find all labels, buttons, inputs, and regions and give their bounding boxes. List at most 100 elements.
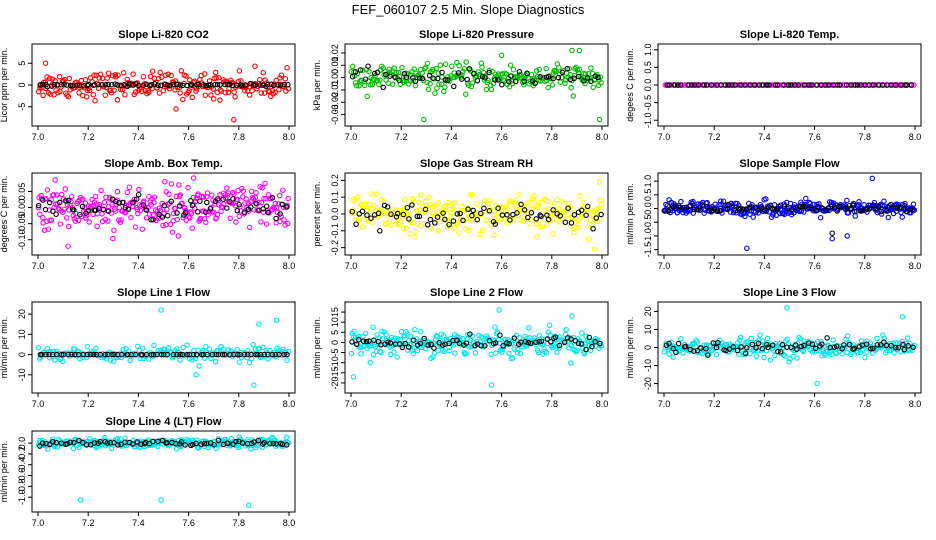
data-point — [570, 93, 576, 99]
y-tick-label: 20 — [643, 306, 653, 316]
data-point — [258, 90, 264, 96]
data-point — [62, 186, 69, 192]
data-point — [885, 214, 892, 221]
data-point — [177, 82, 183, 88]
data-point — [419, 70, 425, 76]
data-point — [396, 77, 402, 84]
data-point — [534, 234, 540, 240]
data-point — [568, 223, 574, 229]
panel-9: Slope Line 3 Flow 7.0 7.2 7.4 7.6 7.8 8.0 -20 -1… — [625, 287, 922, 409]
x-tick-label: 7.8 — [233, 261, 246, 271]
data-point — [231, 191, 237, 197]
data-point — [225, 347, 231, 353]
data-point — [227, 351, 233, 358]
data-point — [764, 341, 770, 348]
data-point — [42, 206, 49, 213]
y-tick-label: 0.02 — [330, 44, 340, 62]
data-point — [495, 77, 501, 83]
data-point — [263, 221, 270, 227]
data-point — [550, 75, 556, 82]
data-point — [744, 344, 750, 351]
data-point — [812, 345, 819, 352]
data-point — [584, 206, 590, 213]
data-point — [753, 353, 759, 359]
data-point — [95, 81, 102, 88]
data-point — [221, 351, 228, 358]
data-point — [565, 205, 571, 211]
data-point — [533, 216, 539, 222]
data-point — [573, 224, 579, 231]
data-point — [353, 221, 359, 227]
data-point — [907, 206, 914, 213]
data-point — [167, 221, 174, 228]
data-point — [285, 195, 291, 202]
data-point — [568, 220, 575, 226]
series-all — [661, 175, 918, 252]
data-point — [91, 72, 97, 78]
data-point — [801, 342, 807, 349]
data-point — [870, 202, 877, 208]
data-point — [35, 204, 42, 211]
data-point — [124, 76, 130, 83]
data-point — [593, 215, 600, 221]
data-point — [533, 221, 540, 227]
data-point — [208, 92, 214, 98]
data-point — [517, 71, 524, 78]
data-point — [233, 219, 239, 225]
data-point — [590, 226, 596, 232]
data-point — [674, 82, 681, 88]
data-point — [557, 79, 564, 85]
data-point — [413, 335, 420, 342]
data-point — [375, 341, 381, 347]
data-point — [788, 344, 794, 351]
data-point — [512, 340, 519, 346]
data-point — [353, 341, 360, 348]
x-tick-label: 8.0 — [909, 399, 922, 409]
data-point — [186, 88, 192, 94]
data-point — [592, 339, 598, 345]
data-point — [545, 84, 551, 91]
data-point — [159, 437, 166, 444]
data-point — [499, 349, 505, 355]
data-point — [125, 206, 132, 212]
data-point — [115, 442, 121, 448]
data-point — [90, 202, 97, 209]
data-point — [98, 187, 104, 194]
data-point — [742, 82, 748, 88]
data-point — [148, 81, 154, 88]
data-point — [64, 92, 70, 98]
data-point — [82, 77, 89, 83]
data-point — [542, 207, 549, 214]
data-point — [528, 210, 535, 216]
data-point — [806, 199, 813, 206]
data-point — [177, 351, 183, 358]
data-point — [159, 214, 166, 220]
data-point — [510, 66, 517, 73]
data-point — [893, 344, 899, 351]
data-point — [431, 350, 438, 356]
data-point — [506, 350, 512, 357]
data-point — [451, 83, 457, 90]
data-point — [497, 332, 503, 338]
series-black — [349, 331, 603, 353]
data-point — [596, 179, 603, 185]
data-point — [833, 350, 839, 357]
data-point — [61, 81, 67, 88]
data-point — [510, 217, 517, 223]
data-point — [276, 192, 283, 199]
data-point — [204, 199, 210, 206]
data-point — [553, 68, 559, 75]
y-tick-label: 0.0 — [17, 437, 27, 450]
data-point — [463, 350, 469, 357]
data-point — [270, 440, 277, 447]
data-point — [808, 206, 815, 212]
data-point — [139, 226, 146, 232]
x-tick-label: 7.8 — [546, 399, 559, 409]
data-point — [401, 206, 408, 212]
data-point — [738, 344, 744, 350]
y-axis-label: degees C per min. — [625, 48, 635, 122]
data-point — [380, 84, 386, 91]
series-all — [35, 307, 292, 388]
panel-title: Slope Line 1 Flow — [117, 287, 210, 299]
data-point — [854, 350, 861, 356]
